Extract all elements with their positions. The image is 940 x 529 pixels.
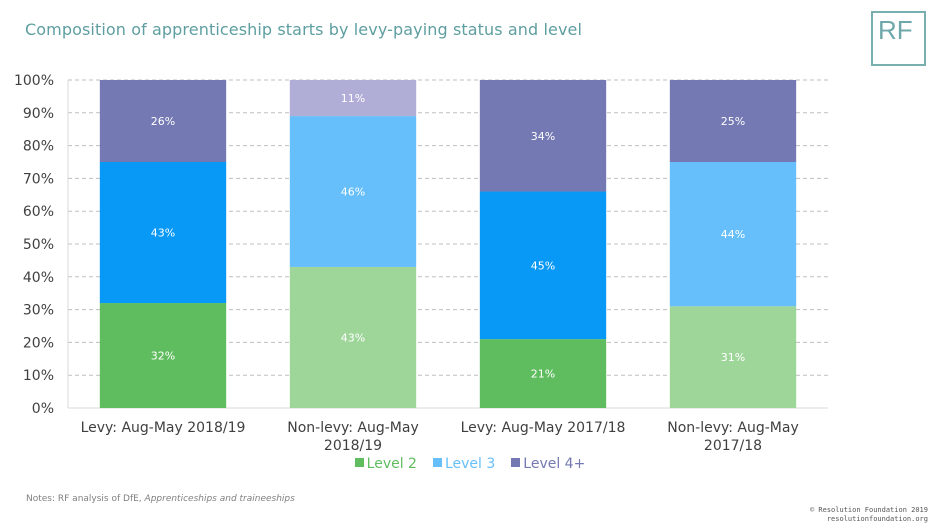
y-tick-label: 40% [23, 270, 54, 286]
data-label: 43% [341, 331, 365, 344]
y-tick-label: 60% [23, 204, 54, 220]
y-tick-label: 100% [14, 73, 54, 89]
legend-label: Level 4+ [523, 456, 586, 472]
bar-segment-level-3 [99, 162, 227, 304]
notes-prefix: Notes: RF analysis of DfE, [26, 494, 145, 504]
x-tick-label: Non-levy: Aug-May [667, 420, 799, 436]
x-tick-label: Levy: Aug-May 2017/18 [461, 420, 626, 436]
legend-item-level-4-: Level 4+ [511, 456, 585, 472]
data-label: 44% [721, 228, 745, 241]
bar-segment-level-4- [289, 80, 417, 117]
data-label: 25% [721, 115, 745, 128]
copyright-line1: © Resolution Foundation 2019 [809, 506, 928, 514]
x-tick-label: Levy: Aug-May 2018/19 [81, 420, 246, 436]
y-tick-label: 20% [23, 335, 54, 351]
data-label: 45% [531, 259, 555, 272]
data-label: 46% [341, 186, 365, 199]
logo-text: RF [878, 15, 913, 45]
bar-segment-level-4- [479, 80, 607, 192]
data-label: 43% [151, 227, 175, 240]
data-label: 11% [341, 92, 365, 105]
bar-segment-level-3 [289, 116, 417, 267]
legend-label: Level 3 [444, 456, 496, 472]
legend-swatch [432, 458, 442, 467]
notes-source: Apprenticeships and traineeships [144, 494, 295, 504]
y-tick-label: 80% [23, 139, 54, 155]
x-tick-label: 2017/18 [704, 438, 762, 454]
data-label: 34% [531, 130, 555, 143]
y-tick-label: 10% [23, 368, 54, 384]
data-label: 31% [721, 351, 745, 364]
legend-label: Level 2 [366, 456, 417, 472]
bar-segment-level-4- [669, 80, 797, 162]
data-label: 21% [531, 368, 555, 381]
chart-title: Composition of apprenticeship starts by … [25, 20, 583, 39]
copyright-line2: resolutionfoundation.org [826, 515, 928, 523]
bar-segment-level-3 [669, 162, 797, 307]
bar-segment-level-2 [289, 266, 417, 408]
stacked-bar-chart: 0% 10% 20% 30% 40% 50% 60% 70% 80% 90% 100% 32% 43%… [14, 73, 828, 454]
bar-segment-level-2 [669, 306, 797, 408]
y-tick-label: 30% [23, 303, 54, 319]
y-tick-label: 50% [23, 237, 54, 253]
notes: Notes: RF analysis of DfE, Apprenticeshi… [26, 494, 295, 504]
data-label: 32% [151, 350, 175, 363]
y-tick-label: 90% [23, 106, 54, 122]
legend-swatch [354, 458, 364, 467]
x-tick-label: Non-levy: Aug-May [287, 420, 419, 436]
data-label: 26% [151, 115, 175, 128]
y-tick-label: 0% [32, 401, 54, 417]
rf-logo: RF [871, 11, 926, 66]
bar-segment-level-3 [479, 191, 607, 340]
bar-labels: 32% 43% 26% 43% 46% 11% 21% 45% 34% 31% 44% 25% [151, 92, 745, 381]
legend-item-level-3: Level 3 [432, 456, 496, 472]
copyright: © Resolution Foundation 2019 resolutionf… [810, 506, 928, 524]
y-tick-label: 70% [23, 171, 54, 187]
bar-segment-level-2 [479, 339, 607, 408]
y-axis-ticks: 0% 10% 20% 30% 40% 50% 60% 70% 80% 90% 100% [14, 73, 54, 417]
bar-segment-level-4- [99, 80, 227, 162]
bar-segment-level-2 [99, 303, 227, 408]
x-axis-labels: Levy: Aug-May 2018/19 Non-levy: Aug-May 20… [81, 420, 799, 454]
legend: Level 2 Level 3 Level 4+ [0, 456, 940, 472]
legend-swatch [511, 458, 521, 467]
bars [99, 80, 797, 408]
x-tick-label: 2018/19 [324, 438, 382, 454]
legend-item-level-2: Level 2 [354, 456, 417, 472]
